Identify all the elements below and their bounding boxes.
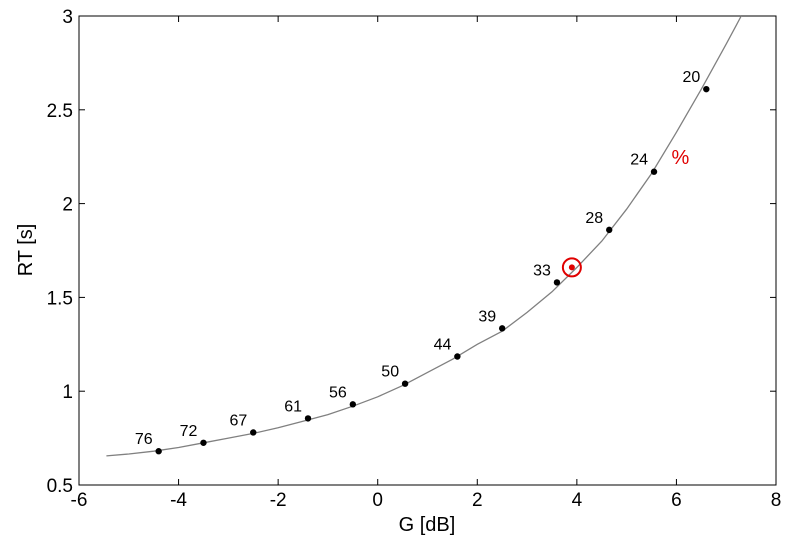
data-point [650, 168, 658, 175]
axis-ticks [78, 15, 777, 486]
tick-labels: -6 -4 -2 0 2 4 6 80.511.522.53 [47, 7, 782, 511]
data-point-labels: 76 72 67 61 56 50 44 39 33 28 24 20 [135, 69, 701, 448]
x-tick-label: 8 [771, 490, 782, 511]
data-point-label: 56 [329, 384, 347, 401]
x-tick-label: -2 [270, 490, 287, 511]
data-point [200, 439, 207, 446]
data-point-label: 76 [135, 431, 153, 448]
percent-annotation: % [671, 147, 689, 169]
x-tick-label: 6 [671, 490, 682, 511]
data-point [155, 448, 162, 455]
x-tick-label: 4 [572, 490, 583, 511]
data-point [606, 226, 613, 234]
data-point-label: 61 [284, 398, 302, 415]
plot-area [78, 15, 777, 486]
y-tick-label: 0.5 [47, 476, 73, 497]
x-tick-label: 2 [472, 490, 483, 511]
data-point [349, 401, 357, 408]
highlight-marker [561, 257, 582, 278]
data-point-label: 44 [434, 336, 452, 353]
highlight-ring [561, 257, 582, 278]
x-tick-label: 0 [372, 490, 383, 511]
y-tick-label: 1 [62, 382, 73, 403]
data-point [454, 353, 461, 360]
data-point-label: 33 [533, 262, 551, 279]
data-point-label: 72 [180, 423, 198, 440]
y-tick-label: 1.5 [47, 288, 73, 309]
data-point-label: 67 [229, 412, 247, 429]
highlight-dot [568, 264, 575, 271]
data-points [155, 85, 710, 455]
data-point-label: 28 [585, 210, 603, 227]
y-axis-label: RT [s] [15, 224, 37, 277]
data-point-label: 50 [381, 364, 399, 381]
y-tick-label: 2 [62, 195, 73, 216]
data-point [703, 85, 710, 93]
x-axis-label: G [dB] [399, 514, 456, 536]
data-point [250, 429, 257, 436]
data-point [304, 415, 312, 422]
y-tick-label: 3 [62, 7, 73, 28]
x-tick-label: -4 [170, 490, 187, 511]
data-point [498, 325, 506, 332]
x-tick-label: -6 [71, 490, 88, 511]
data-point [553, 279, 561, 286]
data-point [401, 380, 409, 387]
data-point-label: 24 [630, 152, 648, 169]
y-tick-label: 2.5 [47, 101, 73, 122]
data-point-label: 39 [478, 308, 496, 325]
rt-curve [106, 15, 742, 457]
data-point-label: 20 [683, 69, 701, 86]
